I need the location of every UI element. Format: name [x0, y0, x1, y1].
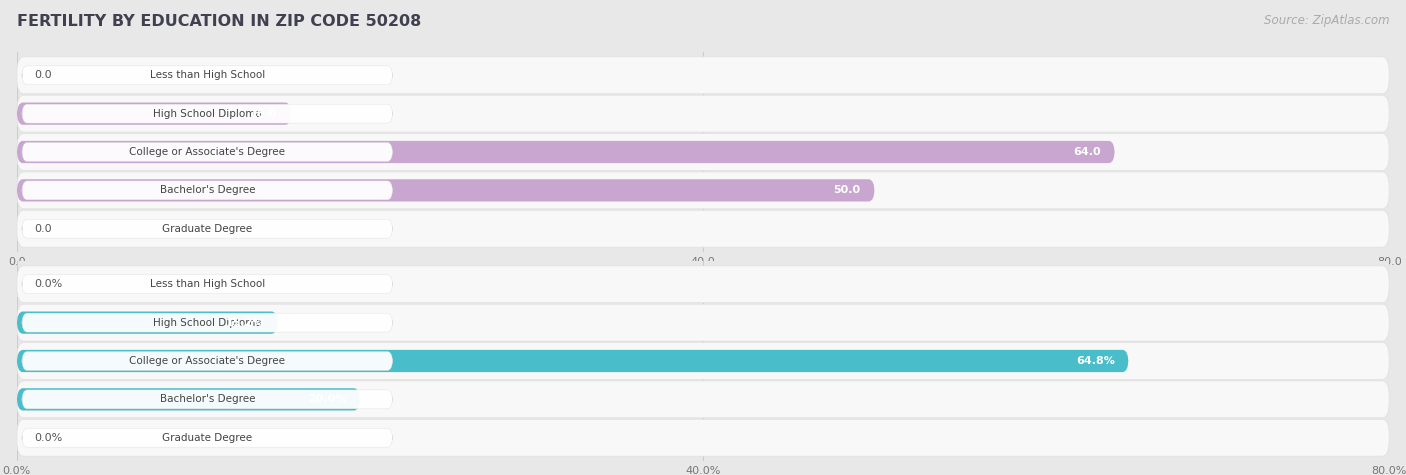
- FancyBboxPatch shape: [22, 181, 392, 200]
- FancyBboxPatch shape: [22, 352, 392, 370]
- Text: 16.0: 16.0: [250, 109, 277, 119]
- Text: Source: ZipAtlas.com: Source: ZipAtlas.com: [1264, 14, 1389, 27]
- Text: 0.0%: 0.0%: [34, 433, 62, 443]
- Text: Bachelor's Degree: Bachelor's Degree: [159, 394, 254, 404]
- FancyBboxPatch shape: [17, 133, 1389, 171]
- FancyBboxPatch shape: [22, 428, 392, 447]
- FancyBboxPatch shape: [17, 95, 1389, 132]
- Text: Graduate Degree: Graduate Degree: [162, 433, 252, 443]
- Text: 15.2%: 15.2%: [225, 318, 264, 328]
- Text: 0.0: 0.0: [34, 70, 52, 80]
- FancyBboxPatch shape: [17, 342, 1389, 380]
- Text: Bachelor's Degree: Bachelor's Degree: [159, 185, 254, 195]
- FancyBboxPatch shape: [17, 179, 875, 201]
- FancyBboxPatch shape: [17, 103, 291, 125]
- Text: High School Diploma: High School Diploma: [153, 318, 262, 328]
- FancyBboxPatch shape: [17, 172, 1389, 209]
- FancyBboxPatch shape: [22, 104, 392, 123]
- Text: 64.0: 64.0: [1073, 147, 1101, 157]
- FancyBboxPatch shape: [17, 419, 1389, 456]
- FancyBboxPatch shape: [17, 388, 360, 410]
- Text: Less than High School: Less than High School: [149, 70, 264, 80]
- FancyBboxPatch shape: [17, 266, 1389, 303]
- Text: College or Associate's Degree: College or Associate's Degree: [129, 356, 285, 366]
- FancyBboxPatch shape: [17, 381, 1389, 418]
- Text: Less than High School: Less than High School: [149, 279, 264, 289]
- FancyBboxPatch shape: [17, 57, 1389, 94]
- FancyBboxPatch shape: [22, 275, 392, 294]
- Text: 0.0%: 0.0%: [34, 279, 62, 289]
- FancyBboxPatch shape: [17, 210, 1389, 247]
- Text: 0.0: 0.0: [34, 224, 52, 234]
- FancyBboxPatch shape: [17, 304, 1389, 341]
- Text: FERTILITY BY EDUCATION IN ZIP CODE 50208: FERTILITY BY EDUCATION IN ZIP CODE 50208: [17, 14, 422, 29]
- Text: College or Associate's Degree: College or Associate's Degree: [129, 147, 285, 157]
- Text: 64.8%: 64.8%: [1076, 356, 1115, 366]
- FancyBboxPatch shape: [22, 313, 392, 332]
- Text: High School Diploma: High School Diploma: [153, 109, 262, 119]
- FancyBboxPatch shape: [17, 141, 1115, 163]
- FancyBboxPatch shape: [17, 350, 1129, 372]
- FancyBboxPatch shape: [22, 390, 392, 409]
- Text: 20.0%: 20.0%: [308, 394, 346, 404]
- FancyBboxPatch shape: [17, 312, 277, 334]
- Text: Graduate Degree: Graduate Degree: [162, 224, 252, 234]
- Text: 50.0: 50.0: [834, 185, 860, 195]
- FancyBboxPatch shape: [22, 219, 392, 238]
- FancyBboxPatch shape: [22, 66, 392, 85]
- FancyBboxPatch shape: [22, 142, 392, 162]
